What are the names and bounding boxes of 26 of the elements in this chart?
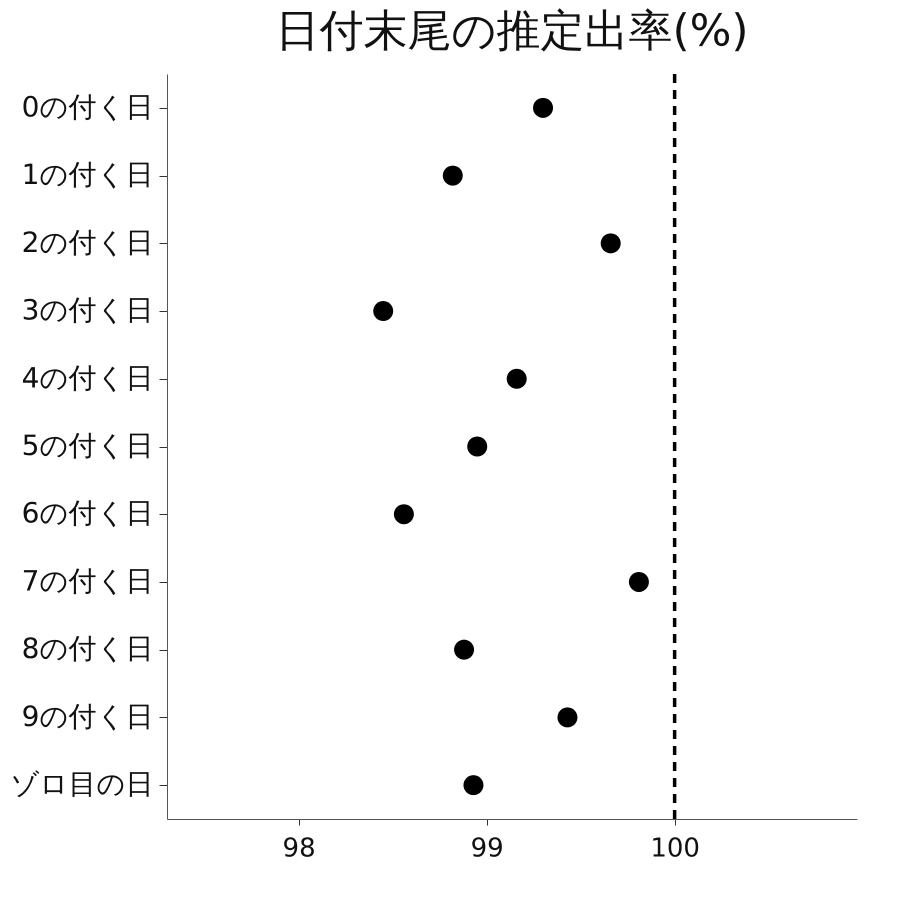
y-tick-label: 8の付く日 — [22, 632, 154, 666]
point — [557, 707, 578, 728]
x-tick-label: 99 — [470, 834, 504, 864]
point — [373, 301, 394, 322]
x-tick-label: 98 — [282, 834, 316, 864]
y-tick-label: 0の付く日 — [22, 90, 154, 124]
y-tick-label: 6の付く日 — [22, 496, 154, 530]
point — [467, 436, 488, 456]
point — [463, 775, 484, 796]
y-tick-label: 3の付く日 — [22, 294, 154, 327]
y-tick-label: 4の付く日 — [22, 361, 154, 394]
point — [600, 233, 621, 254]
point — [394, 504, 414, 524]
point — [454, 640, 474, 660]
point — [442, 166, 463, 186]
y-tick-label: 9の付く日 — [22, 700, 154, 733]
y-tick-label: 5の付く日 — [22, 429, 154, 462]
y-tick-label: 1の付く日 — [22, 158, 154, 192]
y-tick-label: ゾロ目の日 — [10, 768, 154, 801]
point — [506, 368, 527, 389]
x-tick-label: 100 — [650, 834, 700, 864]
chart-title: 日付末尾の推定出率(%) — [275, 5, 749, 56]
y-tick-label: 7の付く日 — [22, 564, 154, 598]
y-tick-label: 2の付く日 — [22, 226, 154, 259]
point — [533, 98, 554, 118]
point — [628, 572, 649, 592]
